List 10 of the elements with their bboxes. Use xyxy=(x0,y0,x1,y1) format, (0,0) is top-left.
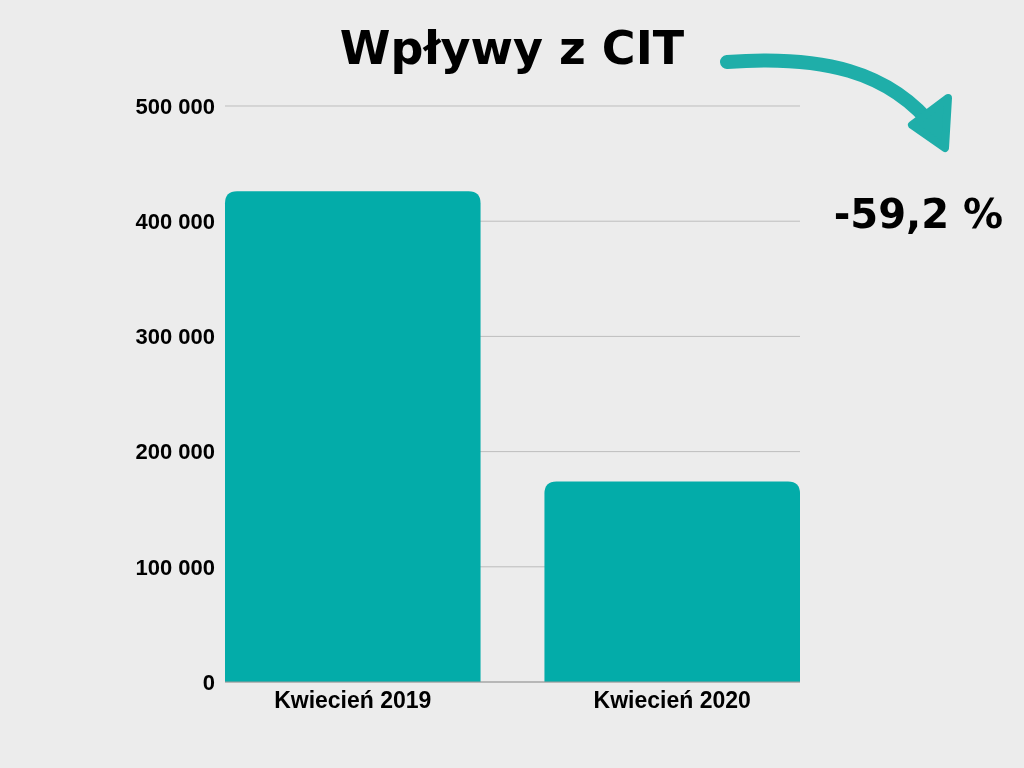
y-tick-label: 500 000 xyxy=(135,93,215,119)
text: -59,2 % xyxy=(833,191,1003,237)
x-tick-label: Kwiecień 2019 xyxy=(274,687,432,713)
y-tick-label: 300 000 xyxy=(135,324,215,350)
y-tick-label: 200 000 xyxy=(135,439,215,465)
y-tick-label: 100 000 xyxy=(135,554,215,580)
y-tick-label: 0 xyxy=(202,669,215,695)
x-tick-label: Kwiecień 2020 xyxy=(593,687,751,713)
chart-title: Wpływy z CIT xyxy=(339,21,685,75)
y-tick-label: 400 000 xyxy=(135,208,215,234)
